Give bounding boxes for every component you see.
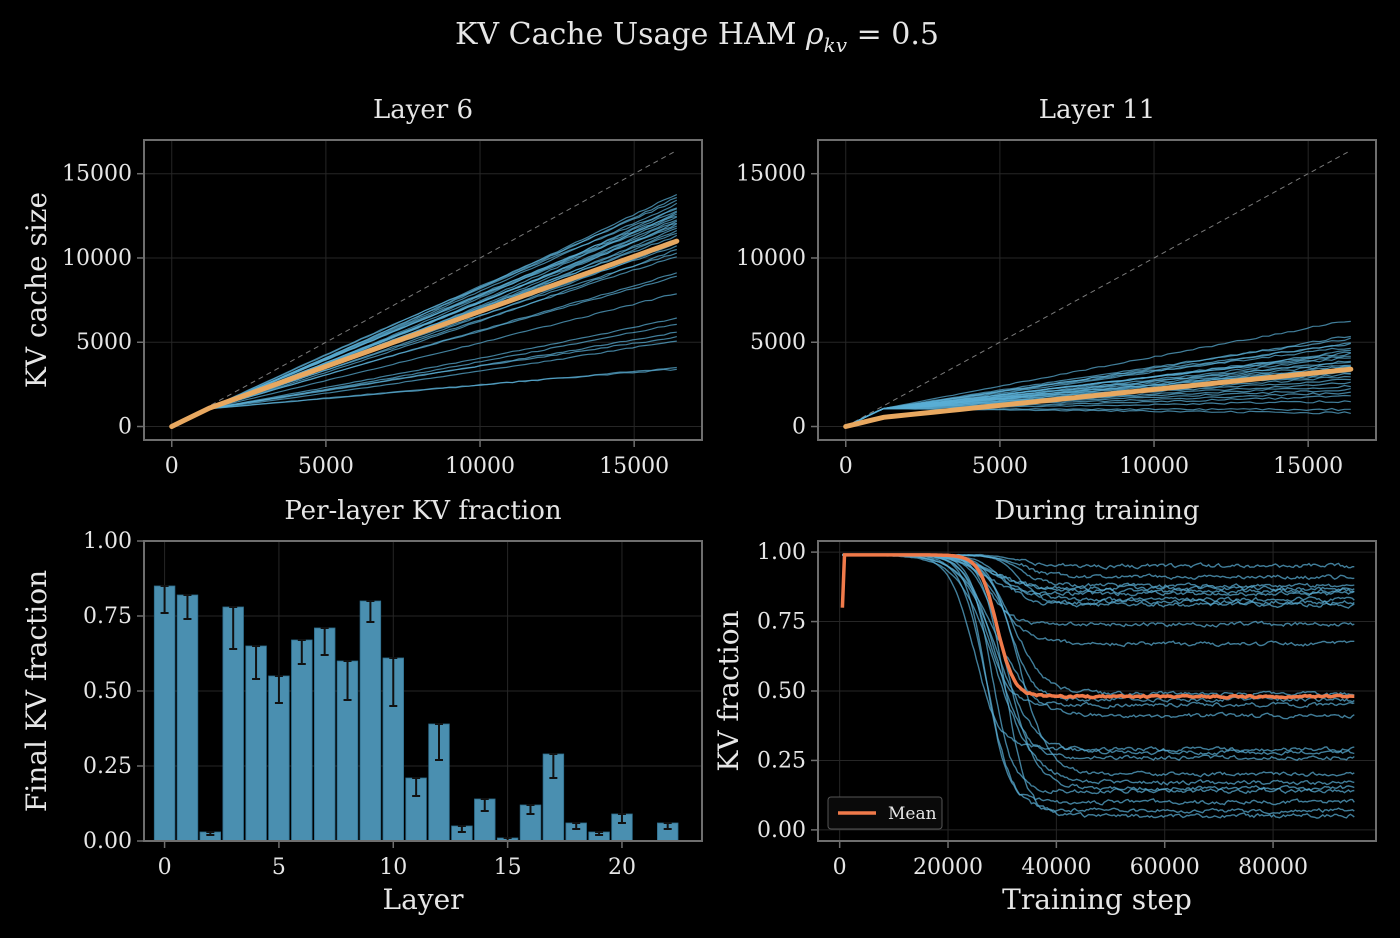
figure-title: KV Cache Usage HAM ρkv = 0.5	[455, 17, 939, 57]
x-tick-label: 15000	[599, 454, 669, 479]
x-tick-label: 0	[158, 855, 172, 880]
y-tick-label: 1.00	[757, 540, 806, 565]
trace-line	[171, 336, 677, 428]
trace-line	[171, 293, 677, 428]
bar	[313, 627, 336, 841]
y-tick-label: 15000	[62, 162, 132, 187]
trace-line	[171, 275, 677, 428]
trace-line	[842, 553, 1355, 756]
y-tick-label: 0	[118, 415, 132, 440]
x-tick-label: 10	[379, 855, 407, 880]
x-axis-label: Training step	[1002, 883, 1192, 916]
y-tick-label: 1.00	[83, 529, 132, 554]
x-tick-label: 15	[494, 855, 522, 880]
bar	[176, 594, 199, 841]
legend-label: Mean	[888, 804, 937, 824]
y-tick-label: 15000	[736, 162, 806, 187]
subplot-title: Layer 6	[373, 95, 473, 125]
y-axis-label: Final KV fraction	[20, 570, 53, 812]
x-tick-label: 60000	[1130, 855, 1200, 880]
plot-area	[153, 585, 679, 841]
mean-line	[840, 553, 1355, 700]
mean-line	[843, 366, 1354, 429]
mean-line	[169, 238, 680, 429]
panel-training: Mean 0 20000 40000 60000 80000 0.00 0.25 0.50 0.7…	[712, 496, 1377, 916]
legend-frame	[827, 796, 943, 830]
y-tick-label: 10000	[62, 246, 132, 271]
x-tick-label: 10000	[1119, 454, 1189, 479]
x-tick-label: 0	[839, 454, 853, 479]
trace-line	[845, 337, 1352, 428]
plot-area	[840, 553, 1355, 819]
trace-line	[842, 553, 1355, 815]
panel-layer6: 0 5000 10000 15000 0 5000 10000 15000 Layer 6 KV …	[20, 95, 703, 479]
y-tick-label: 0.50	[757, 679, 806, 704]
trace-line	[171, 208, 678, 428]
y-tick-label: 5000	[750, 330, 806, 355]
y-tick-label: 5000	[76, 330, 132, 355]
subplot-title: Per-layer KV fraction	[284, 496, 562, 526]
trace-line	[845, 355, 1351, 428]
x-tick-label: 0	[833, 855, 847, 880]
y-tick-label: 10000	[736, 246, 806, 271]
y-tick-label: 0.25	[83, 754, 132, 779]
y-tick-label: 0	[792, 415, 806, 440]
y-tick-label: 0.75	[757, 610, 806, 635]
plot-area	[169, 149, 680, 429]
y-axis-label: KV cache size	[20, 192, 53, 388]
subplot-title: Layer 11	[1039, 95, 1156, 125]
trace-line	[845, 400, 1351, 428]
x-tick-label: 20000	[913, 855, 983, 880]
x-tick-label: 5000	[298, 454, 354, 479]
y-tick-label: 0.75	[83, 604, 132, 629]
y-tick-label: 0.00	[757, 818, 806, 843]
x-tick-label: 5000	[972, 454, 1028, 479]
trace-line	[171, 248, 677, 428]
trace-line	[845, 408, 1351, 428]
x-tick-label: 10000	[445, 454, 515, 479]
y-tick-label: 0.50	[83, 679, 132, 704]
x-tick-label: 80000	[1238, 855, 1308, 880]
axes-frame	[143, 139, 703, 441]
trace-line	[171, 317, 677, 428]
x-tick-label: 20	[608, 855, 636, 880]
identity-diagonal	[171, 149, 678, 427]
grid	[818, 140, 1376, 440]
axes-frame	[817, 139, 1377, 441]
x-axis-label: Layer	[382, 883, 464, 916]
x-tick-label: 15000	[1273, 454, 1343, 479]
y-axis-label: KV fraction	[712, 610, 745, 771]
x-tick-label: 40000	[1021, 855, 1091, 880]
trace-line	[845, 347, 1351, 428]
y-tick-label: 0.00	[83, 829, 132, 854]
plot-area	[843, 149, 1354, 429]
bar	[291, 639, 313, 841]
trace-line	[171, 368, 677, 428]
bar	[153, 585, 176, 841]
identity-diagonal	[845, 149, 1352, 427]
x-tick-label: 5	[272, 855, 286, 880]
x-tick-label: 0	[165, 454, 179, 479]
panel-per-layer: 0 5 10 15 20 0.00 0.25 0.50 0.75 1.00 Per-layer KV…	[20, 496, 703, 916]
bar	[359, 600, 382, 841]
legend: Mean	[827, 796, 943, 830]
subplot-title: During training	[994, 496, 1199, 526]
trace-line	[845, 320, 1351, 428]
trace-line	[842, 554, 1355, 786]
panel-layer11: 0 5000 10000 15000 0 5000 10000 15000 Layer 11	[736, 95, 1377, 479]
y-tick-label: 0.25	[757, 748, 806, 773]
trace-line	[171, 340, 677, 428]
